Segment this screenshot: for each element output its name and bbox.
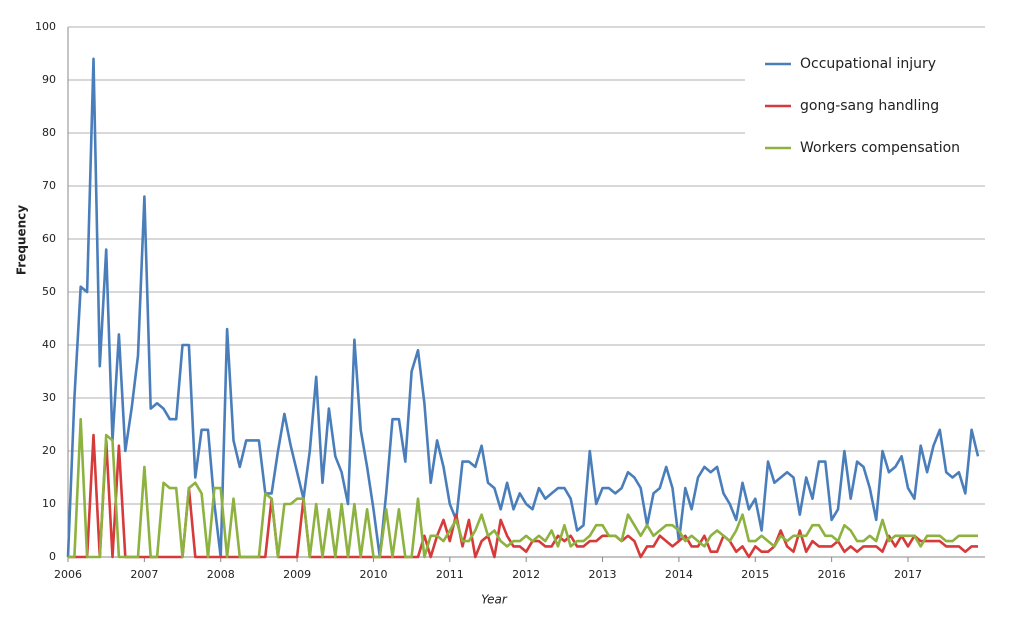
x-tick-label: 2008	[207, 568, 235, 581]
x-tick-label: 2016	[818, 568, 846, 581]
y-tick-label: 100	[35, 20, 56, 33]
series-line	[66, 57, 980, 559]
legend-label: Workers compensation	[800, 140, 960, 156]
x-tick-label: 2009	[283, 568, 311, 581]
x-tick-label: 2012	[512, 568, 540, 581]
y-axis-label: Frequency	[15, 205, 29, 275]
y-tick-label: 80	[42, 126, 56, 139]
x-tick-label: 2017	[894, 568, 922, 581]
y-tick-label: 20	[42, 444, 56, 457]
x-tick-label: 2007	[130, 568, 158, 581]
series-line	[68, 433, 978, 559]
x-tick-label: 2014	[665, 568, 693, 581]
legend-label: gong-sang handling	[800, 98, 939, 114]
series-line	[68, 417, 978, 559]
y-tick-label: 10	[42, 497, 56, 510]
x-tick-label: 2010	[359, 568, 387, 581]
x-tick-label: 2013	[589, 568, 617, 581]
y-tick-label: 40	[42, 338, 56, 351]
y-tick-label: 90	[42, 73, 56, 86]
legend-label: Occupational injury	[800, 56, 936, 72]
x-tick-label: 2011	[436, 568, 464, 581]
y-tick-label: 0	[49, 550, 56, 563]
y-tick-label: 60	[42, 232, 56, 245]
x-tick-label: 2006	[54, 568, 82, 581]
x-axis-label: Year	[481, 593, 508, 607]
y-tick-label: 50	[42, 285, 56, 298]
y-tick-label: 70	[42, 179, 56, 192]
x-tick-label: 2015	[741, 568, 769, 581]
y-tick-label: 30	[42, 391, 56, 404]
